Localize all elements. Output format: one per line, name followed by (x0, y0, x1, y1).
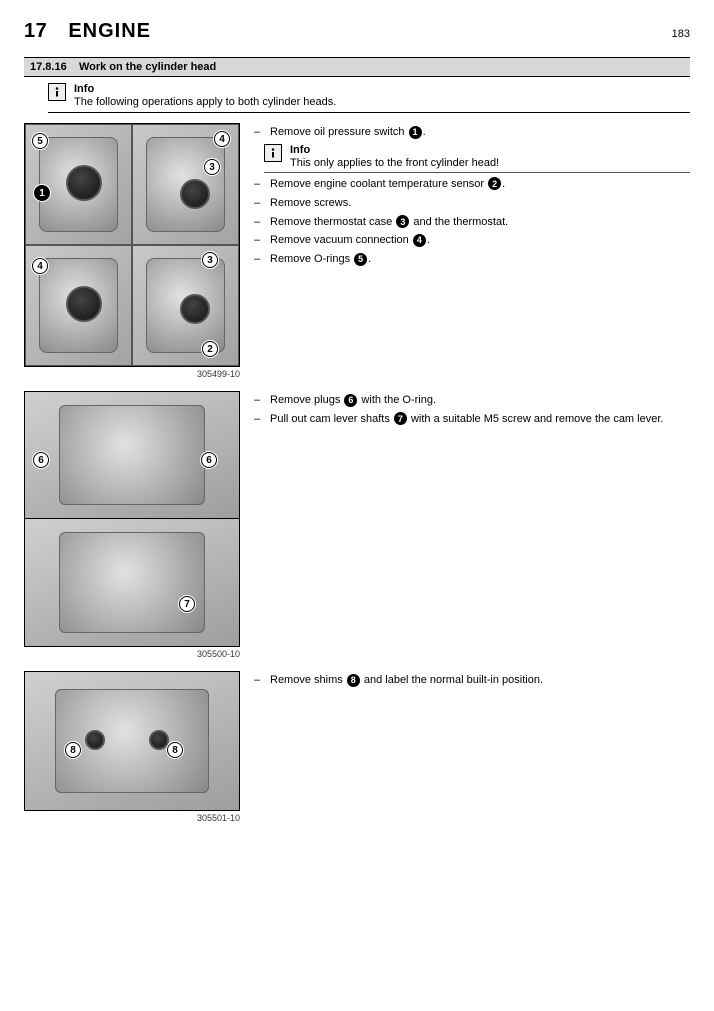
num-badge: 7 (394, 412, 407, 425)
num-badge: 6 (344, 394, 357, 407)
num-badge: 4 (413, 234, 426, 247)
info-text: Info This only applies to the front cyli… (290, 144, 690, 169)
figure-2: 6 6 7 (24, 391, 240, 647)
section-heading: 17.8.16 Work on the cylinder head (24, 57, 690, 77)
step-list-1b: – Remove engine coolant temperature sens… (254, 177, 690, 267)
step-text: Remove shims (270, 674, 346, 686)
step: – Remove screws. (254, 196, 690, 211)
step: – Remove thermostat case 3 and the therm… (254, 215, 690, 230)
callout-1: 1 (34, 185, 50, 201)
step-text: and the thermostat. (410, 216, 508, 228)
figure-column-3: 8 8 305501-10 (24, 671, 240, 823)
figure-column-1: 5 1 4 3 4 3 2 305499-10 (24, 123, 240, 379)
step-text: Remove O-rings (270, 253, 353, 265)
num-badge: 2 (488, 177, 501, 190)
callout-5: 5 (32, 133, 48, 149)
step-text: Remove plugs (270, 394, 343, 406)
step-text: Pull out cam lever shafts (270, 413, 393, 425)
info-block-intro: Info The following operations apply to b… (48, 83, 690, 113)
step-text: . (427, 234, 430, 246)
page-header: 17 ENGINE 183 (24, 20, 690, 43)
figure-caption-3: 305501-10 (24, 811, 240, 823)
callout-8b: 8 (167, 742, 183, 758)
callout-3b: 3 (202, 252, 218, 268)
content-block-2: 6 6 7 305500-10 – Remove plugs 6 with th… (24, 391, 690, 659)
step-list-2: – Remove plugs 6 with the O-ring. – Pull… (254, 393, 690, 427)
chapter-number: 17 (24, 20, 47, 42)
step: – Remove oil pressure switch 1. (254, 125, 690, 140)
section-title: Work on the cylinder head (79, 61, 216, 73)
step: – Remove engine coolant temperature sens… (254, 177, 690, 192)
info-icon (264, 144, 282, 162)
info-body: The following operations apply to both c… (74, 96, 690, 108)
step-text: . (502, 178, 505, 190)
figure-caption-1: 305499-10 (24, 367, 240, 379)
text-column-2: – Remove plugs 6 with the O-ring. – Pull… (254, 391, 690, 431)
step-text: Remove screws. (270, 196, 351, 211)
chapter-title: ENGINE (68, 20, 151, 42)
info-icon (48, 83, 66, 101)
info-text: Info The following operations apply to b… (74, 83, 690, 108)
step-text: . (423, 126, 426, 138)
figure-cell: 4 3 (132, 124, 239, 245)
step-text: with a suitable M5 screw and remove the … (408, 413, 664, 425)
step: – Remove O-rings 5. (254, 252, 690, 267)
callout-2: 2 (202, 341, 218, 357)
figure-cell: 3 2 (132, 245, 239, 366)
figure-column-2: 6 6 7 305500-10 (24, 391, 240, 659)
text-column-1: – Remove oil pressure switch 1. Info Thi… (254, 123, 690, 271)
figure-pane: 7 (24, 519, 240, 647)
figure-1: 5 1 4 3 4 3 2 (24, 123, 240, 367)
info-body: This only applies to the front cylinder … (290, 157, 690, 169)
num-badge: 1 (409, 126, 422, 139)
step: – Remove vacuum connection 4. (254, 233, 690, 248)
text-column-3: – Remove shims 8 and label the normal bu… (254, 671, 690, 692)
callout-4b: 4 (32, 258, 48, 274)
section-number: 17.8.16 (30, 61, 67, 73)
step: – Remove plugs 6 with the O-ring. (254, 393, 690, 408)
step-text: Remove oil pressure switch (270, 126, 408, 138)
figure-pane: 6 6 (24, 391, 240, 519)
step-text: with the O-ring. (358, 394, 436, 406)
figure-cell: 4 (25, 245, 132, 366)
step-text: Remove engine coolant temperature sensor (270, 178, 487, 190)
callout-6a: 6 (33, 452, 49, 468)
callout-3: 3 (204, 159, 220, 175)
step-text: . (368, 253, 371, 265)
num-badge: 8 (347, 674, 360, 687)
step-text: and label the normal built-in position. (361, 674, 543, 686)
info-block-inline: Info This only applies to the front cyli… (264, 144, 690, 173)
content-block-1: 5 1 4 3 4 3 2 305499-10 (24, 123, 690, 379)
callout-8a: 8 (65, 742, 81, 758)
callout-7: 7 (179, 596, 195, 612)
info-title: Info (290, 144, 690, 156)
step-list-1: – Remove oil pressure switch 1. (254, 125, 690, 140)
figure-cell: 5 1 (25, 124, 132, 245)
content-block-3: 8 8 305501-10 – Remove shims 8 and label… (24, 671, 690, 823)
callout-6b: 6 (201, 452, 217, 468)
step-text: Remove vacuum connection (270, 234, 412, 246)
step: – Remove shims 8 and label the normal bu… (254, 673, 690, 688)
page-number: 183 (672, 28, 690, 40)
step-list-3: – Remove shims 8 and label the normal bu… (254, 673, 690, 688)
step-text: Remove thermostat case (270, 216, 395, 228)
chapter-block: 17 ENGINE (24, 20, 151, 43)
info-title: Info (74, 83, 690, 95)
num-badge: 5 (354, 253, 367, 266)
callout-4: 4 (214, 131, 230, 147)
step: – Pull out cam lever shafts 7 with a sui… (254, 412, 690, 427)
figure-caption-2: 305500-10 (24, 647, 240, 659)
figure-3: 8 8 (24, 671, 240, 811)
num-badge: 3 (396, 215, 409, 228)
